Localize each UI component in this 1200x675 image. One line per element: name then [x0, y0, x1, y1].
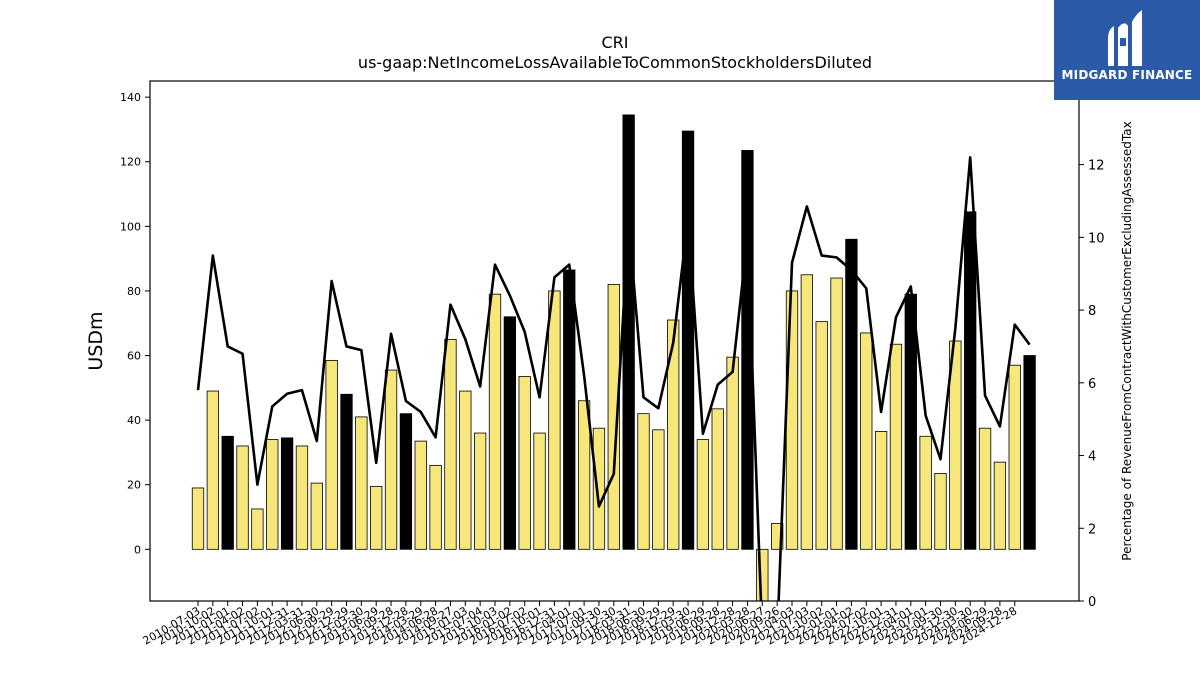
- y2-tick-label: 10: [1088, 231, 1105, 246]
- bar: [800, 274, 813, 550]
- bar: [860, 332, 873, 550]
- bar: [236, 445, 249, 550]
- bar: [667, 319, 680, 550]
- y-tick-label: 80: [127, 285, 141, 298]
- bar: [830, 277, 843, 550]
- bar: [266, 439, 279, 550]
- bar: [444, 338, 457, 550]
- y-tick-label: 100: [120, 220, 141, 233]
- bar: [681, 130, 695, 550]
- y-axis-label: USDm: [85, 311, 107, 370]
- chart-title: CRI: [601, 33, 628, 52]
- bar: [370, 485, 383, 550]
- bar-series: [191, 114, 1036, 601]
- y-tick-label: 60: [127, 350, 141, 363]
- bar: [741, 150, 754, 550]
- y-tick-label: 140: [120, 91, 141, 104]
- bar: [711, 408, 724, 550]
- y2-tick-label: 4: [1088, 450, 1096, 465]
- plot-area: 0204060801001201400246810122010-07-03201…: [120, 80, 1105, 648]
- bar: [280, 437, 294, 550]
- bar: [919, 435, 932, 550]
- bar: [622, 114, 635, 550]
- bar: [206, 390, 220, 550]
- bar: [1023, 355, 1036, 550]
- y-tick-label: 120: [120, 156, 141, 169]
- bar: [384, 369, 398, 550]
- bar: [726, 356, 739, 550]
- bar: [414, 440, 427, 550]
- bar: [459, 390, 472, 550]
- bar: [191, 487, 205, 550]
- bar: [874, 431, 888, 550]
- y-tick-label: 20: [127, 479, 141, 492]
- bar: [251, 508, 264, 550]
- bar: [993, 461, 1007, 550]
- bar: [295, 445, 309, 550]
- bar: [503, 316, 517, 550]
- bar: [473, 432, 487, 550]
- y2-axis-label: Percentage of RevenueFromContractWithCus…: [1120, 121, 1134, 560]
- bar: [488, 293, 502, 550]
- bar: [756, 548, 769, 601]
- y-tick-label: 40: [127, 414, 141, 427]
- bar: [563, 269, 576, 550]
- bar: [533, 432, 546, 550]
- bar: [696, 439, 710, 550]
- bar: [889, 343, 903, 550]
- logo: MIDGARD FINANCE: [1054, 0, 1200, 100]
- series-line: [196, 156, 1031, 601]
- bar: [949, 340, 962, 550]
- bar: [518, 376, 531, 550]
- bar: [310, 482, 323, 550]
- bar: [340, 393, 353, 550]
- bar: [652, 429, 665, 550]
- bar: [592, 427, 606, 550]
- bar: [325, 359, 338, 550]
- bar: [964, 211, 977, 550]
- chart-subtitle: us-gaap:NetIncomeLossAvailableToCommonSt…: [358, 53, 872, 72]
- midgard-logo-icon: [1108, 10, 1142, 66]
- bar: [221, 435, 234, 550]
- bar: [355, 416, 368, 550]
- y2-tick-label: 6: [1088, 377, 1096, 392]
- bar: [1008, 364, 1021, 550]
- y2-tick-label: 0: [1088, 595, 1096, 610]
- bar: [637, 413, 650, 550]
- bar: [577, 400, 591, 550]
- logo-text: MIDGARD FINANCE: [1061, 68, 1193, 82]
- bar: [845, 238, 858, 550]
- line-series: [196, 156, 1031, 601]
- bar: [771, 523, 784, 550]
- y2-tick-label: 8: [1088, 304, 1096, 319]
- y2-tick-label: 12: [1088, 159, 1105, 174]
- bar: [607, 284, 620, 550]
- plot-frame: [149, 80, 1080, 602]
- y-tick-label: 0: [134, 543, 141, 556]
- bar: [399, 413, 413, 550]
- bar: [934, 473, 947, 550]
- bar: [815, 321, 828, 550]
- bar: [785, 290, 799, 550]
- bar: [978, 427, 992, 550]
- bar: [548, 290, 561, 550]
- y2-tick-label: 2: [1088, 522, 1096, 537]
- bar: [429, 464, 442, 550]
